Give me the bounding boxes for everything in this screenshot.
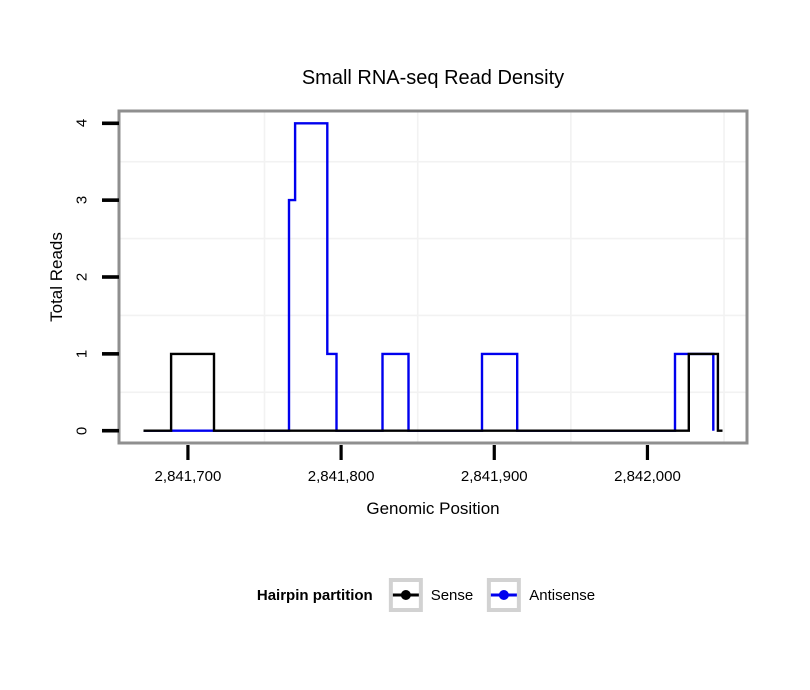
y-tick-mark (102, 428, 119, 433)
antisense-point-icon (499, 590, 510, 600)
y-tick-label: 3 (73, 195, 91, 205)
legend: Hairpin partition Sense Antisense (257, 578, 609, 612)
x-tick-mark (492, 445, 496, 460)
legend-key-antisense (487, 578, 522, 612)
y-tick-mark (102, 198, 119, 202)
legend-title: Hairpin partition (256, 586, 373, 604)
x-tick-label: 2,841,700 (154, 468, 222, 485)
panel-background (119, 111, 747, 443)
legend-key-sense (388, 578, 423, 612)
x-tick-mark (339, 445, 343, 460)
x-axis-title: Genomic Position (366, 499, 500, 518)
y-tick-label: 4 (73, 119, 91, 128)
legend-label-antisense: Antisense (529, 586, 596, 604)
y-tick-label: 2 (73, 272, 91, 282)
x-tick-label: 2,841,800 (307, 468, 375, 485)
x-tick-mark (645, 445, 650, 460)
x-tick-mark (186, 445, 190, 460)
legend-item-sense: Sense (388, 578, 474, 612)
series-path-sense (143, 352, 723, 432)
y-axis-title: Total Reads (47, 232, 66, 322)
sense-point-icon (400, 590, 411, 600)
y-tick-mark (102, 275, 119, 279)
y-tick-label: 0 (73, 426, 91, 435)
legend-label-sense: Sense (430, 586, 474, 604)
legend-item-antisense: Antisense (487, 578, 595, 612)
x-tick-label: 2,842,000 (614, 468, 681, 485)
y-tick-label: 1 (73, 349, 91, 359)
y-tick-mark (102, 352, 119, 356)
y-tick-mark (102, 121, 119, 126)
chart-title: Small RNA-seq Read Density (301, 67, 565, 89)
x-tick-label: 2,841,900 (460, 468, 528, 485)
